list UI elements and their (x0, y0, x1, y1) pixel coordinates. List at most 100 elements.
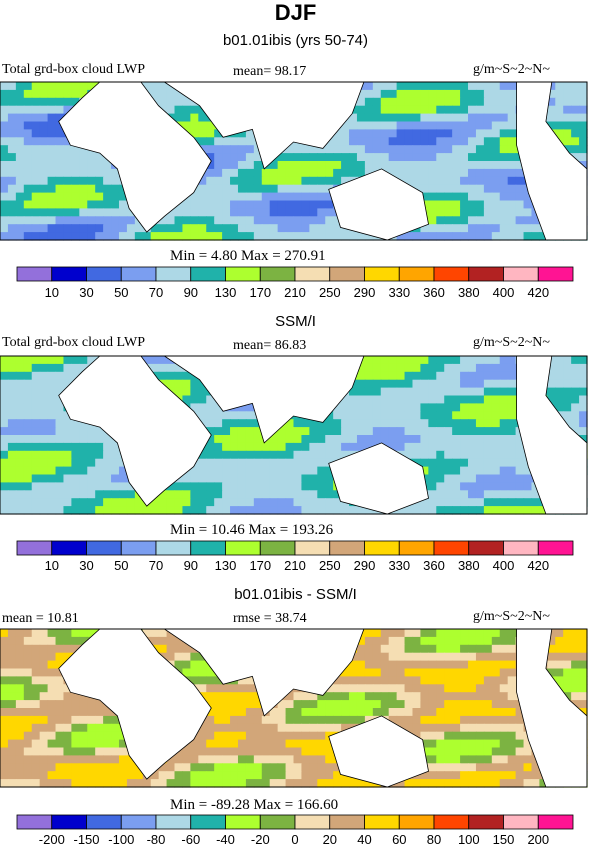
panel-2-stats-label: Min = 10.46 Max = 193.26 (170, 522, 334, 538)
colorbar-tick-label: 80 (427, 832, 441, 845)
colorbar-tick-label: 210 (284, 285, 306, 300)
colorbar-swatch (433, 540, 470, 556)
colorbar-swatch (537, 814, 574, 830)
panel-3-units-label: g/m~S~2~N~ (473, 609, 550, 624)
colorbar-swatch (433, 266, 470, 282)
colorbar-tick-label: 250 (319, 285, 341, 300)
panel-3-map-frame (0, 628, 588, 788)
colorbar-swatch (294, 814, 331, 830)
colorbar-tick-label: 30 (79, 558, 93, 573)
colorbar-swatch (155, 540, 192, 556)
panel-3-landmass (163, 628, 365, 717)
colorbar-swatch (364, 814, 400, 830)
colorbar-swatch (294, 266, 331, 282)
colorbar-tick-label: 60 (392, 832, 406, 845)
colorbar-swatch (398, 540, 435, 556)
colorbar-swatch (468, 814, 504, 830)
page-title: DJF (274, 0, 317, 25)
colorbar-swatch (225, 540, 261, 556)
panel-3-title: b01.01ibis - SSM/I (234, 586, 357, 603)
colorbar-tick-label: 170 (249, 558, 271, 573)
colorbar-tick-label: 130 (215, 558, 237, 573)
colorbar-tick-label: 70 (149, 285, 163, 300)
panel-1-mean-label: mean= 98.17 (233, 64, 307, 79)
colorbar-swatch (51, 266, 87, 282)
panel-1-colorbar (16, 266, 574, 282)
colorbar-swatch (503, 540, 539, 556)
colorbar-tick-label: -100 (108, 832, 134, 845)
colorbar-tick-label: 360 (423, 285, 445, 300)
panel-2-left-label: Total grd-box cloud LWP (2, 335, 146, 350)
panel-3-landmass (328, 715, 429, 788)
colorbar-swatch (225, 814, 261, 830)
colorbar-tick-label: -200 (39, 832, 65, 845)
colorbar-swatch (190, 540, 226, 556)
colorbar-tick-label: -40 (216, 832, 235, 845)
panel-2-landmass (163, 355, 365, 444)
panel-1-left-label: Total grd-box cloud LWP (2, 62, 146, 77)
colorbar-swatch (86, 266, 122, 282)
colorbar-swatch (468, 540, 504, 556)
colorbar-swatch (259, 540, 296, 556)
colorbar-tick-label: 290 (354, 285, 376, 300)
panel-2-landmass (328, 442, 429, 515)
colorbar-tick-label: 330 (388, 285, 410, 300)
panel-3-map (0, 628, 588, 788)
colorbar-tick-label: -20 (251, 832, 270, 845)
colorbar-swatch (190, 266, 226, 282)
panel-2-map-frame (0, 355, 588, 515)
colorbar-tick-label: 100 (458, 832, 480, 845)
colorbar-tick-label: 50 (114, 558, 128, 573)
colorbar-swatch (259, 266, 296, 282)
panel-3-rmse-label: rmse = 38.74 (233, 611, 307, 626)
panel-1-map (0, 81, 588, 241)
colorbar-tick-label: 90 (184, 285, 198, 300)
colorbar-swatch (86, 814, 122, 830)
colorbar-swatch (364, 540, 400, 556)
colorbar-tick-label: 250 (319, 558, 341, 573)
colorbar-swatch (537, 540, 574, 556)
colorbar-swatch (225, 266, 261, 282)
panel-2-title: SSM/I (275, 313, 316, 330)
colorbar-swatch (398, 266, 435, 282)
colorbar-tick-label: 330 (388, 558, 410, 573)
panel-1-landmass (58, 81, 212, 233)
colorbar-tick-label: 170 (249, 285, 271, 300)
colorbar-tick-label: 380 (458, 558, 480, 573)
panel-2-units-label: g/m~S~2~N~ (473, 335, 550, 350)
colorbar-swatch (398, 814, 435, 830)
colorbar-tick-label: 290 (354, 558, 376, 573)
colorbar-swatch (120, 266, 157, 282)
colorbar-tick-label: 380 (458, 285, 480, 300)
colorbar-tick-label: 130 (215, 285, 237, 300)
colorbar-tick-label: 210 (284, 558, 306, 573)
panel-3-mean-label: mean = 10.81 (2, 611, 79, 626)
colorbar-tick-label: 70 (149, 558, 163, 573)
colorbar-swatch (155, 814, 192, 830)
colorbar-tick-label: 150 (493, 832, 515, 845)
colorbar-swatch (329, 266, 365, 282)
colorbar-swatch (433, 814, 470, 830)
colorbar-tick-label: -150 (73, 832, 99, 845)
colorbar-swatch (364, 266, 400, 282)
colorbar-tick-label: 40 (357, 832, 371, 845)
panel-1-stats-label: Min = 4.80 Max = 270.91 (170, 248, 326, 264)
colorbar-swatch (51, 814, 87, 830)
panel-2-mean-label: mean= 86.83 (233, 338, 307, 353)
colorbar-swatch (259, 814, 296, 830)
colorbar-tick-label: -80 (147, 832, 166, 845)
panel-2-map (0, 355, 588, 515)
colorbar-swatch (503, 266, 539, 282)
colorbar-swatch (86, 540, 122, 556)
colorbar-swatch (16, 266, 53, 282)
colorbar-swatch (16, 540, 53, 556)
colorbar-swatch (155, 266, 192, 282)
colorbar-swatch (120, 814, 157, 830)
colorbar-tick-label: 0 (291, 832, 298, 845)
panel-1-map-frame (0, 81, 588, 241)
colorbar-swatch (468, 266, 504, 282)
colorbar-tick-label: 360 (423, 558, 445, 573)
colorbar-tick-label: 30 (79, 285, 93, 300)
colorbar-tick-label: 10 (45, 558, 59, 573)
